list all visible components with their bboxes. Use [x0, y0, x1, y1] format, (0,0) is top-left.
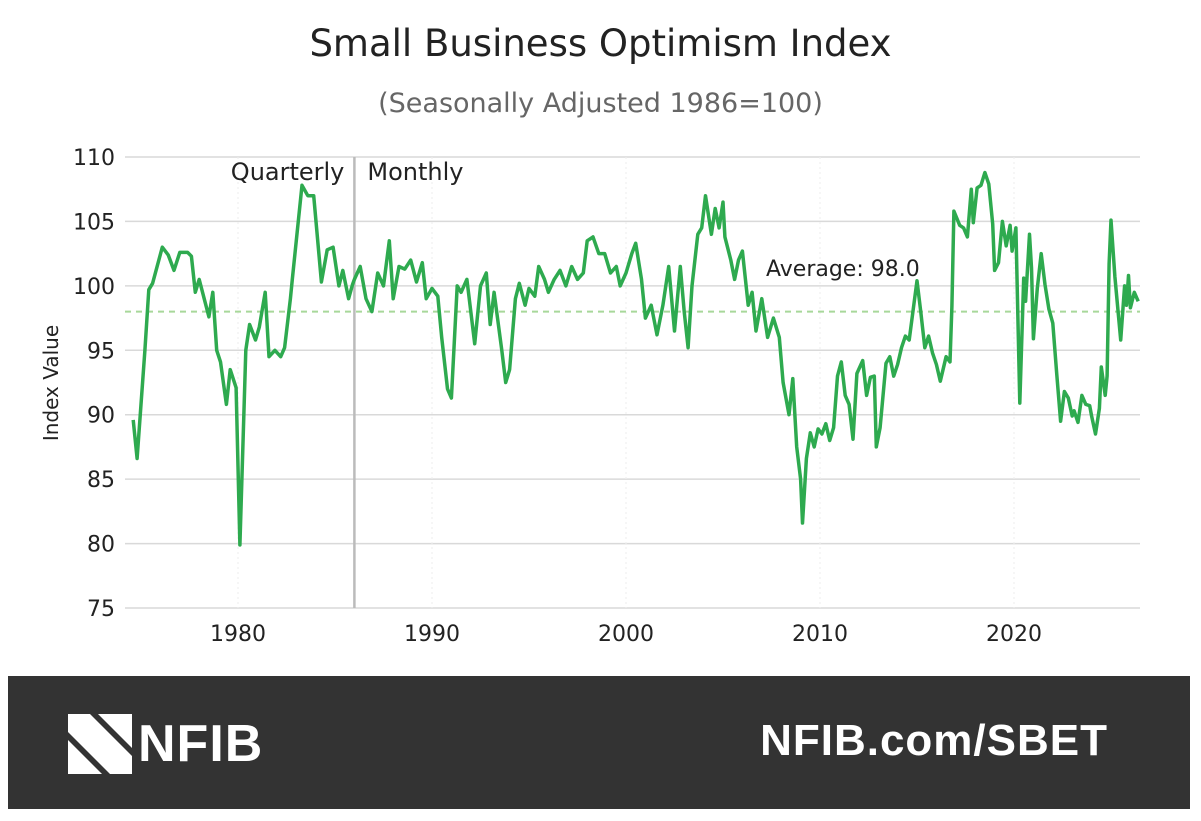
x-tick-label: 1990 [404, 622, 460, 647]
quarterly-label: Quarterly [231, 158, 345, 186]
y-tick-labels: 75 80 85 90 95 100 105 110 [73, 146, 115, 622]
x-tick-label: 1980 [210, 622, 266, 647]
optimism-index-line [131, 170, 1140, 547]
y-tick-label: 90 [87, 404, 115, 429]
y-tick-label: 105 [73, 210, 115, 235]
y-tick-label: 75 [87, 597, 115, 622]
average-label: Average: 98.0 [766, 257, 920, 282]
y-tick-label: 110 [73, 146, 115, 171]
gridlines [125, 156, 1140, 609]
chart-area: 75 80 85 90 95 100 105 110 1980 1990 2000 2010 2020… [39, 146, 1140, 647]
y-tick-label: 80 [87, 533, 115, 558]
chart-title: Small Business Optimism Index [309, 22, 892, 65]
nfib-logo: NFIB [68, 714, 263, 774]
y-axis-label: Index Value [39, 325, 63, 441]
nfib-logo-icon [68, 714, 132, 774]
footer-banner: NFIB NFIB.com/SBET [8, 676, 1190, 809]
chart-subtitle: (Seasonally Adjusted 1986=100) [378, 88, 823, 119]
footer-url[interactable]: NFIB.com/SBET [760, 716, 1108, 765]
x-tick-label: 2000 [598, 622, 654, 647]
y-tick-label: 95 [87, 339, 115, 364]
monthly-label: Monthly [367, 158, 463, 186]
logo-text: NFIB [138, 715, 264, 773]
y-tick-label: 85 [87, 468, 115, 493]
x-tick-labels: 1980 1990 2000 2010 2020 [210, 622, 1042, 647]
x-tick-label: 2010 [792, 622, 848, 647]
y-tick-label: 100 [73, 275, 115, 300]
x-tick-label: 2020 [986, 622, 1042, 647]
